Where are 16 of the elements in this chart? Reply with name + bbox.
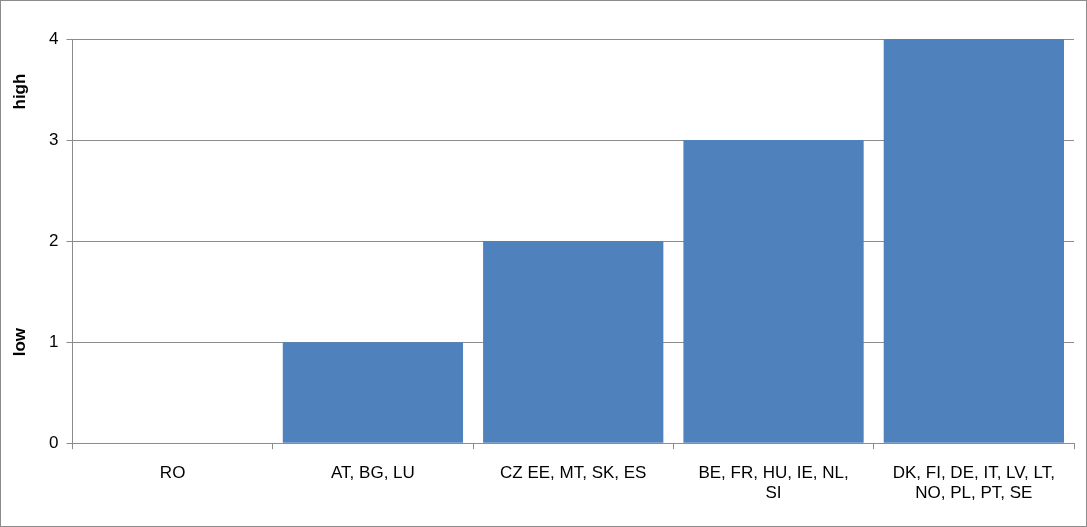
y-tick-label: 0 — [48, 432, 59, 452]
x-tick-label: RO — [159, 463, 186, 483]
bar — [282, 342, 464, 443]
text: high — [10, 73, 30, 110]
x-tick-label: BE, FR, HU, IE, NL, SI — [698, 463, 849, 503]
bar — [483, 241, 664, 443]
y-tick-label: 4 — [48, 28, 59, 48]
y-tick-label: 1 — [48, 331, 59, 351]
x-tick-label: AT, BG, LU — [331, 463, 415, 483]
text: low — [10, 327, 30, 357]
x-tick-label: DK, FI, DE, IT, LV, LT, NO, PL, PT, SE — [892, 463, 1055, 503]
y-tick-label: 2 — [48, 230, 59, 250]
x-tick-label: CZ EE, MT, SK, ES — [500, 463, 647, 483]
bar — [883, 39, 1064, 443]
bar — [683, 140, 864, 443]
y-tick-label: 3 — [48, 129, 59, 149]
